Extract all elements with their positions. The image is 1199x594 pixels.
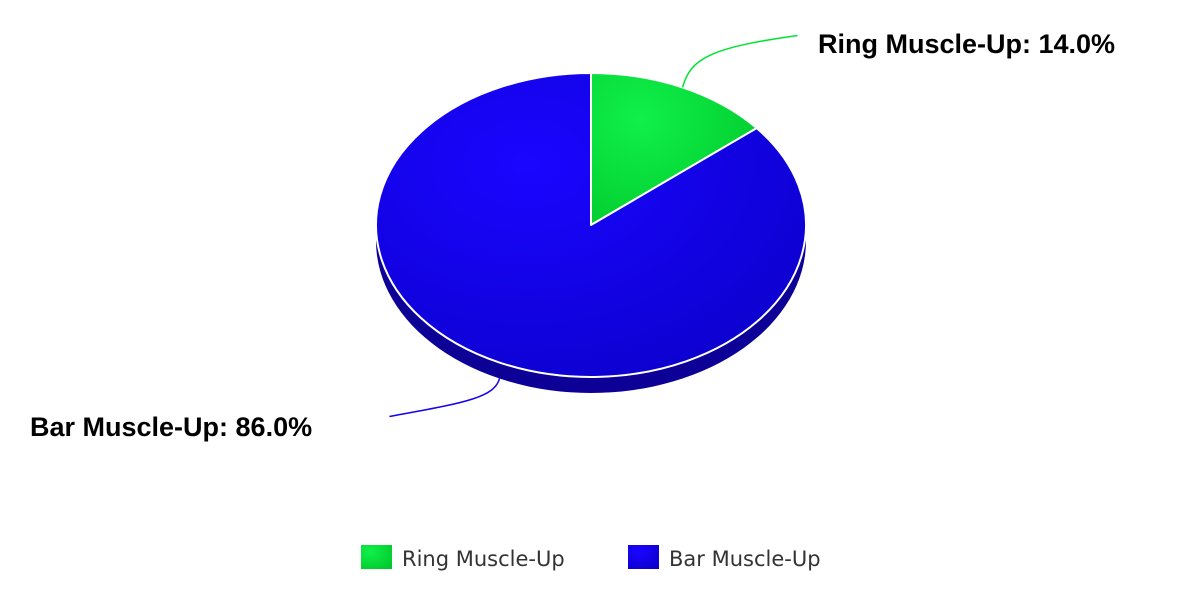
legend: Ring Muscle-Up Bar Muscle-Up: [361, 545, 821, 571]
legend-item-bar-muscle-up[interactable]: Bar Muscle-Up: [628, 545, 821, 571]
pie-slice-bar-muscle-up[interactable]: [375, 72, 807, 378]
legend-label-bar-muscle-up: Bar Muscle-Up: [669, 547, 821, 571]
data-label-ring-muscle-up: Ring Muscle-Up: 14.0%: [818, 29, 1115, 59]
legend-item-ring-muscle-up[interactable]: Ring Muscle-Up: [361, 545, 565, 571]
data-label-bar-muscle-up: Bar Muscle-Up: 86.0%: [30, 412, 312, 442]
connector-bar-muscle-up: [389, 378, 501, 418]
connector-ring-muscle-up: [681, 34, 798, 88]
pie-slice-ring-muscle-up[interactable]: [590, 72, 758, 226]
legend-swatch-bar-muscle-up: [628, 545, 659, 569]
legend-swatch-ring-muscle-up: [361, 545, 392, 569]
legend-label-ring-muscle-up: Ring Muscle-Up: [402, 547, 565, 571]
